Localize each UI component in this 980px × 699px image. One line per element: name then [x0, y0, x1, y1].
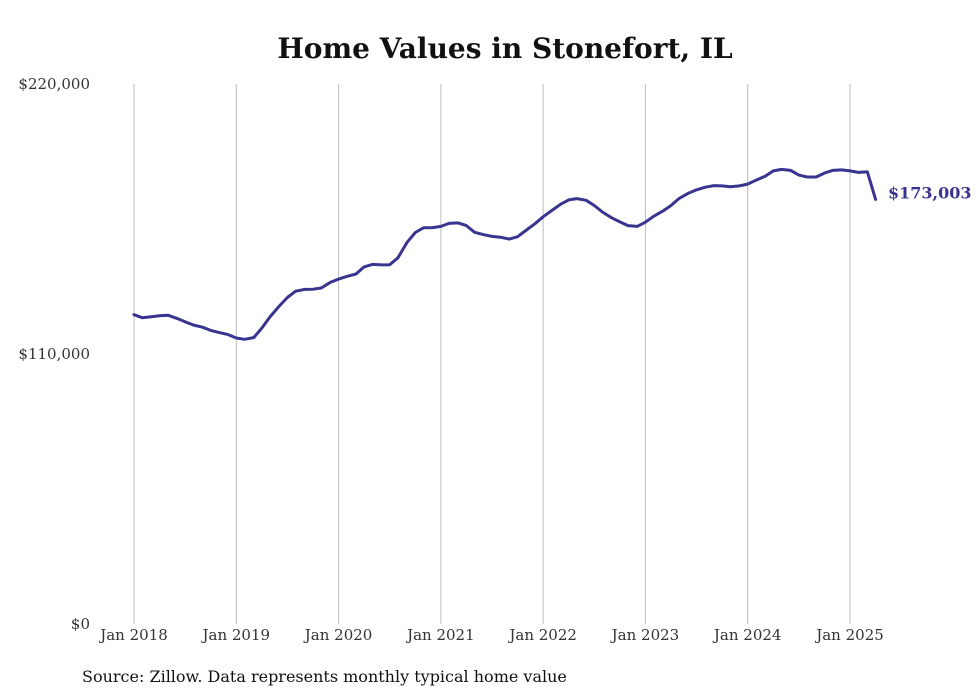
x-tick-label: Jan 2019 [201, 626, 271, 644]
x-axis: Jan 2018 Jan 2019 Jan 2020 Jan 2021 Jan 2022… [98, 626, 884, 644]
end-value-label: $173,003 [888, 183, 972, 202]
gridlines [133, 84, 851, 624]
x-tick-label: Jan 2022 [507, 626, 577, 644]
x-tick-label: Jan 2023 [610, 626, 680, 644]
x-tick-label: Jan 2024 [712, 626, 782, 644]
x-tick-label: Jan 2021 [405, 626, 475, 644]
x-tick-label: Jan 2025 [814, 626, 884, 644]
x-tick-label: Jan 2020 [303, 626, 373, 644]
chart-title: Home Values in Stonefort, IL [277, 32, 733, 65]
home-value-line [132, 167, 878, 341]
source-note: Source: Zillow. Data represents monthly … [82, 667, 567, 686]
x-tick-label: Jan 2018 [98, 626, 168, 644]
y-tick-label: $110,000 [18, 345, 90, 363]
y-tick-label: $220,000 [18, 75, 90, 93]
y-tick-label: $0 [71, 615, 90, 633]
y-axis: $0 $110,000 $220,000 [18, 75, 90, 633]
